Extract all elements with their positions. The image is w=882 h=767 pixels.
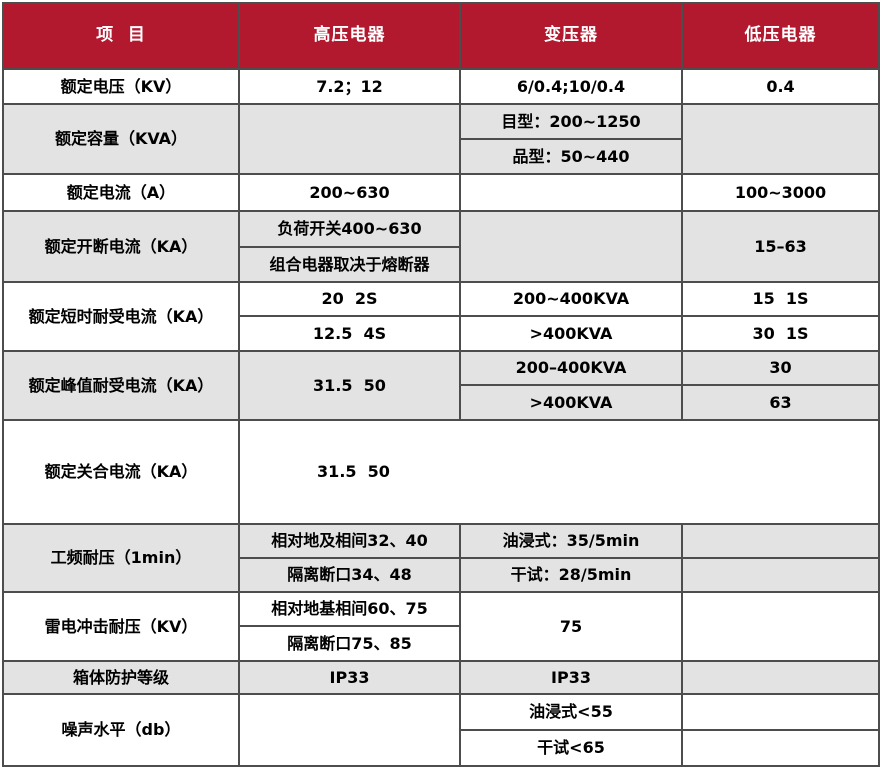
making-current-value-cell: 31.5 50	[238, 419, 880, 525]
rated-current-hv: 200~630	[238, 173, 461, 212]
power-freq-label: 工频耐压（1min）	[2, 523, 240, 593]
row-power-freq-a: 工频耐压（1min） 相对地及相间32、40 油浸式：35/5min	[2, 523, 880, 593]
noise-transformer-b: 干试<65	[459, 729, 683, 767]
header-row: 项 目 高压电器 变压器 低压电器	[2, 2, 880, 70]
header-col-hv: 高压电器	[238, 2, 461, 70]
short-time-hv-b: 12.5 4S	[238, 315, 461, 352]
row-rated-breaking-b: 组合电器取决于熔断器	[3, 246, 879, 283]
rated-capacity-label: 额定容量（KVA）	[2, 103, 240, 175]
short-time-hv-a: 20 2S	[238, 281, 461, 317]
noise-transformer-a: 油浸式<55	[459, 693, 683, 731]
rated-current-transformer-empty	[459, 173, 683, 212]
rated-capacity-hv-empty	[238, 103, 461, 175]
noise-label: 噪声水平（db）	[2, 693, 240, 767]
rated-breaking-transformer-empty	[459, 210, 683, 283]
rated-voltage-hv: 7.2；12	[238, 68, 461, 105]
row-short-time-b: 12.5 4S >400KVA 30 1S	[3, 315, 880, 352]
rated-breaking-label: 额定开断电流（KA）	[2, 210, 240, 283]
row-short-time-a: 额定短时耐受电流（KA） 20 2S 200~400KVA 15 1S	[2, 281, 880, 352]
lightning-lv-empty	[681, 591, 880, 662]
rated-capacity-transformer-a: 目型：200~1250	[459, 103, 683, 140]
short-time-transformer-b: >400KVA	[459, 315, 683, 352]
short-time-lv-b: 30 1S	[681, 315, 880, 352]
peak-withstand-transformer-a: 200–400KVA	[459, 350, 683, 386]
power-freq-lv-b-empty	[681, 557, 880, 593]
short-time-label: 额定短时耐受电流（KA）	[2, 281, 240, 352]
rated-current-lv: 100~3000	[681, 173, 880, 212]
noise-lv-a-empty	[681, 693, 880, 731]
noise-hv-empty	[238, 693, 461, 767]
row-making-current: 额定关合电流（KA） 31.5 50	[2, 419, 880, 525]
power-freq-hv-b: 隔离断口34、48	[238, 557, 461, 593]
short-time-transformer-a: 200~400KVA	[459, 281, 683, 317]
noise-lv-b-empty	[681, 729, 880, 767]
row-peak-withstand-a: 额定峰值耐受电流（KA） 31.5 50 200–400KVA 30	[2, 350, 880, 421]
rated-current-label: 额定电流（A）	[2, 173, 240, 212]
row-power-freq-b: 隔离断口34、48 干试：28/5min	[3, 557, 880, 593]
power-freq-transformer-a: 油浸式：35/5min	[459, 523, 683, 559]
making-current-value: 31.5 50	[317, 462, 390, 481]
rated-breaking-hv-b: 组合电器取决于熔断器	[238, 246, 461, 283]
lightning-transformer: 75	[459, 591, 683, 662]
power-freq-transformer-b: 干试：28/5min	[459, 557, 683, 593]
rated-breaking-lv: 15–63	[681, 210, 880, 283]
row-rated-capacity-b: 品型：50~440	[3, 138, 879, 175]
short-time-lv-a: 15 1S	[681, 281, 880, 317]
peak-withstand-label: 额定峰值耐受电流（KA）	[2, 350, 240, 421]
power-freq-lv-a-empty	[681, 523, 880, 559]
row-rated-voltage: 额定电压（KV） 7.2；12 6/0.4;10/0.4 0.4	[2, 68, 880, 105]
row-noise-a: 噪声水平（db） 油浸式<55	[2, 693, 880, 767]
peak-withstand-transformer-b: >400KVA	[459, 384, 683, 421]
row-lightning-b: 隔离断口75、85	[3, 625, 879, 662]
peak-withstand-lv-a: 30	[681, 350, 880, 386]
enclosure-label: 箱体防护等级	[2, 660, 240, 695]
rated-voltage-lv: 0.4	[681, 68, 880, 105]
lightning-label: 雷电冲击耐压（KV）	[2, 591, 240, 662]
header-col-item: 项 目	[2, 2, 240, 70]
enclosure-hv: IP33	[238, 660, 461, 695]
row-rated-current: 额定电流（A） 200~630 100~3000	[2, 173, 880, 212]
rated-capacity-lv-empty	[681, 103, 880, 175]
rated-voltage-label: 额定电压（KV）	[2, 68, 240, 105]
peak-withstand-hv: 31.5 50	[238, 350, 461, 421]
header-col-transformer: 变压器	[459, 2, 683, 70]
rated-breaking-hv-a: 负荷开关400~630	[238, 210, 461, 248]
lightning-hv-a: 相对地基相间60、75	[238, 591, 461, 627]
enclosure-transformer: IP33	[459, 660, 683, 695]
row-lightning-a: 雷电冲击耐压（KV） 相对地基相间60、75 75	[2, 591, 880, 662]
header-col-lv: 低压电器	[681, 2, 880, 70]
lightning-hv-b: 隔离断口75、85	[238, 625, 461, 662]
rated-voltage-transformer: 6/0.4;10/0.4	[459, 68, 683, 105]
power-freq-hv-a: 相对地及相间32、40	[238, 523, 461, 559]
row-rated-breaking-a: 额定开断电流（KA） 负荷开关400~630 15–63	[2, 210, 880, 283]
enclosure-lv-empty	[681, 660, 880, 695]
row-enclosure: 箱体防护等级 IP33 IP33	[2, 660, 880, 695]
rated-capacity-transformer-b: 品型：50~440	[459, 138, 683, 175]
making-current-label: 额定关合电流（KA）	[2, 419, 240, 525]
peak-withstand-lv-b: 63	[681, 384, 880, 421]
row-peak-withstand-b: >400KVA 63	[3, 384, 880, 421]
row-rated-capacity-a: 额定容量（KVA） 目型：200~1250	[2, 103, 880, 175]
